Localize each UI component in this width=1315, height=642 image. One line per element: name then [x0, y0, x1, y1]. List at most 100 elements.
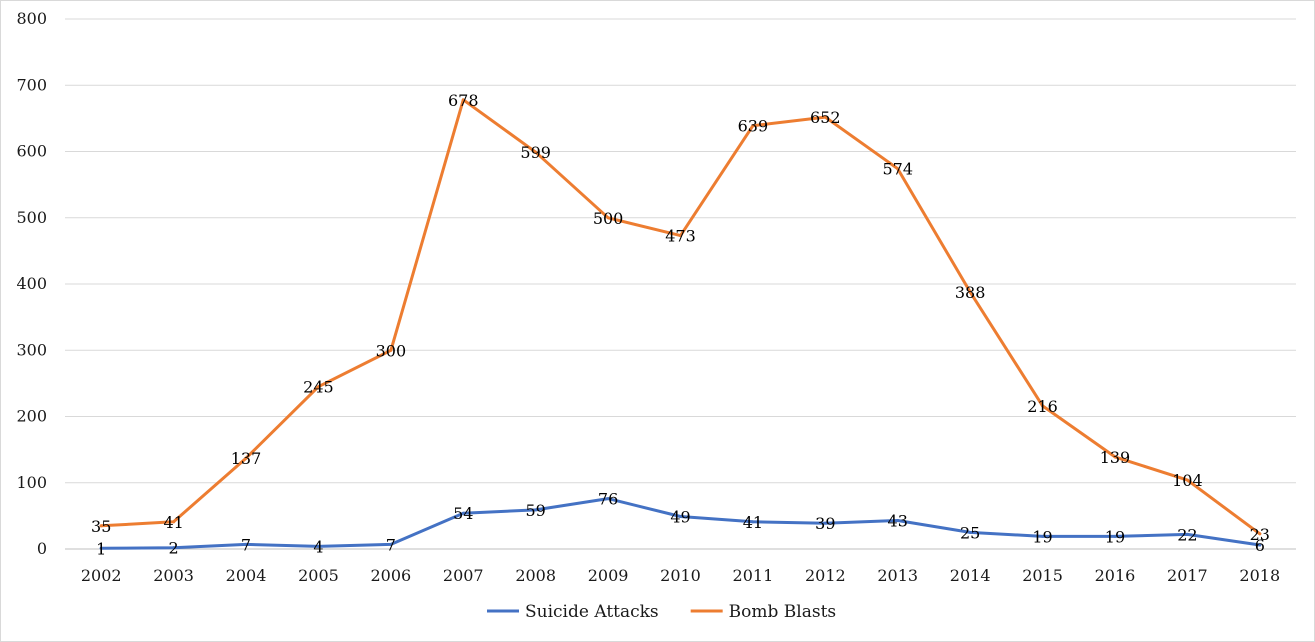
x-tick-label: 2011 [733, 566, 774, 585]
data-point [316, 385, 320, 389]
data-point [389, 542, 393, 546]
data-point [1258, 543, 1262, 547]
data-point [606, 497, 610, 501]
data-label: 35 [91, 517, 111, 536]
data-label: 25 [960, 523, 980, 542]
data-point [1113, 534, 1117, 538]
data-point [244, 542, 248, 546]
data-point [1113, 455, 1117, 459]
data-label: 473 [665, 227, 696, 246]
data-label: 22 [1177, 525, 1197, 544]
x-tick-label: 2013 [877, 566, 918, 585]
x-tick-label: 2010 [660, 566, 701, 585]
data-label: 139 [1100, 448, 1131, 467]
y-tick-label: 500 [16, 208, 47, 227]
x-tick-label: 2014 [950, 566, 991, 585]
gridlines [65, 18, 1296, 550]
data-point [316, 544, 320, 548]
x-tick-label: 2008 [515, 566, 556, 585]
x-tick-label: 2002 [81, 566, 122, 585]
data-label: 49 [670, 508, 690, 527]
data-point [172, 520, 176, 524]
x-tick-label: 2016 [1095, 566, 1136, 585]
data-label: 245 [303, 378, 334, 397]
data-label: 76 [598, 490, 618, 509]
data-point [99, 546, 103, 550]
y-tick-label: 400 [16, 274, 47, 293]
data-label: 1 [96, 539, 106, 558]
data-point [389, 348, 393, 352]
data-point [823, 521, 827, 525]
x-tick-label: 2004 [226, 566, 267, 585]
data-label: 23 [1250, 525, 1270, 544]
legend-item-2[interactable]: Bomb Blasts [690, 602, 836, 622]
data-point [461, 511, 465, 515]
data-label: 216 [1027, 397, 1058, 416]
data-point [968, 290, 972, 294]
data-label: 104 [1172, 471, 1203, 490]
data-point [1258, 532, 1262, 536]
x-tick-label: 2005 [298, 566, 339, 585]
data-label: 54 [453, 504, 473, 523]
data-point [896, 519, 900, 523]
data-point [751, 124, 755, 128]
data-label: 388 [955, 283, 986, 302]
data-point [1185, 532, 1189, 536]
x-tick-label: 2017 [1167, 566, 1208, 585]
data-label: 300 [376, 341, 407, 360]
y-tick-label: 800 [16, 9, 47, 28]
data-point [244, 456, 248, 460]
data-label: 652 [810, 108, 841, 127]
data-label: 43 [888, 512, 908, 531]
x-tick-label: 2015 [1022, 566, 1063, 585]
data-point [534, 150, 538, 154]
data-point [679, 515, 682, 519]
data-point [99, 524, 103, 528]
data-label: 41 [743, 513, 763, 532]
data-label: 500 [593, 209, 624, 228]
data-point [751, 520, 755, 524]
x-tick-label: 2012 [805, 566, 846, 585]
data-label: 19 [1032, 527, 1052, 546]
data-labels: 1 2 7 4 7 54 59 76 49 41 39 43 25 19 19 22 6 35 41 137 245 30… [91, 91, 1270, 559]
data-point [1041, 534, 1045, 538]
data-label: 6 [1255, 536, 1265, 555]
y-tick-label: 600 [16, 142, 47, 161]
data-point [679, 234, 682, 238]
data-point [606, 216, 610, 220]
x-tick-label: 2009 [588, 566, 629, 585]
y-tick-label: 100 [16, 473, 47, 492]
x-tick-label: 2018 [1239, 566, 1280, 585]
data-label: 19 [1105, 527, 1125, 546]
data-point [172, 546, 176, 550]
data-point [896, 167, 900, 171]
series-line-2 [99, 98, 1262, 536]
data-point [534, 508, 538, 512]
x-tick-label: 2007 [443, 566, 484, 585]
data-label: 7 [386, 535, 396, 554]
data-label: 4 [313, 537, 323, 556]
data-label: 678 [448, 91, 479, 110]
data-label: 639 [738, 117, 769, 136]
legend-item-1[interactable]: Suicide Attacks [487, 602, 659, 622]
y-tick-label: 700 [16, 75, 47, 94]
series-lines [99, 98, 1262, 550]
x-axis-ticks: 2002 2003 2004 2005 2006 2007 2008 2009 2010 2011… [81, 566, 1280, 585]
legend-label: Bomb Blasts [729, 602, 836, 622]
y-tick-label: 200 [16, 407, 47, 426]
data-label: 137 [231, 449, 262, 468]
data-point [1185, 478, 1189, 482]
x-tick-label: 2006 [370, 566, 411, 585]
x-tick-label: 2003 [153, 566, 194, 585]
y-tick-label: 0 [37, 539, 47, 558]
y-tick-label: 300 [16, 340, 47, 359]
data-label: 574 [882, 160, 913, 179]
data-point [823, 115, 827, 119]
data-point [461, 98, 465, 102]
legend-label: Suicide Attacks [525, 602, 659, 622]
legend[interactable]: Suicide Attacks Bomb Blasts [487, 602, 836, 622]
data-point [968, 530, 972, 534]
data-label: 41 [163, 513, 183, 532]
